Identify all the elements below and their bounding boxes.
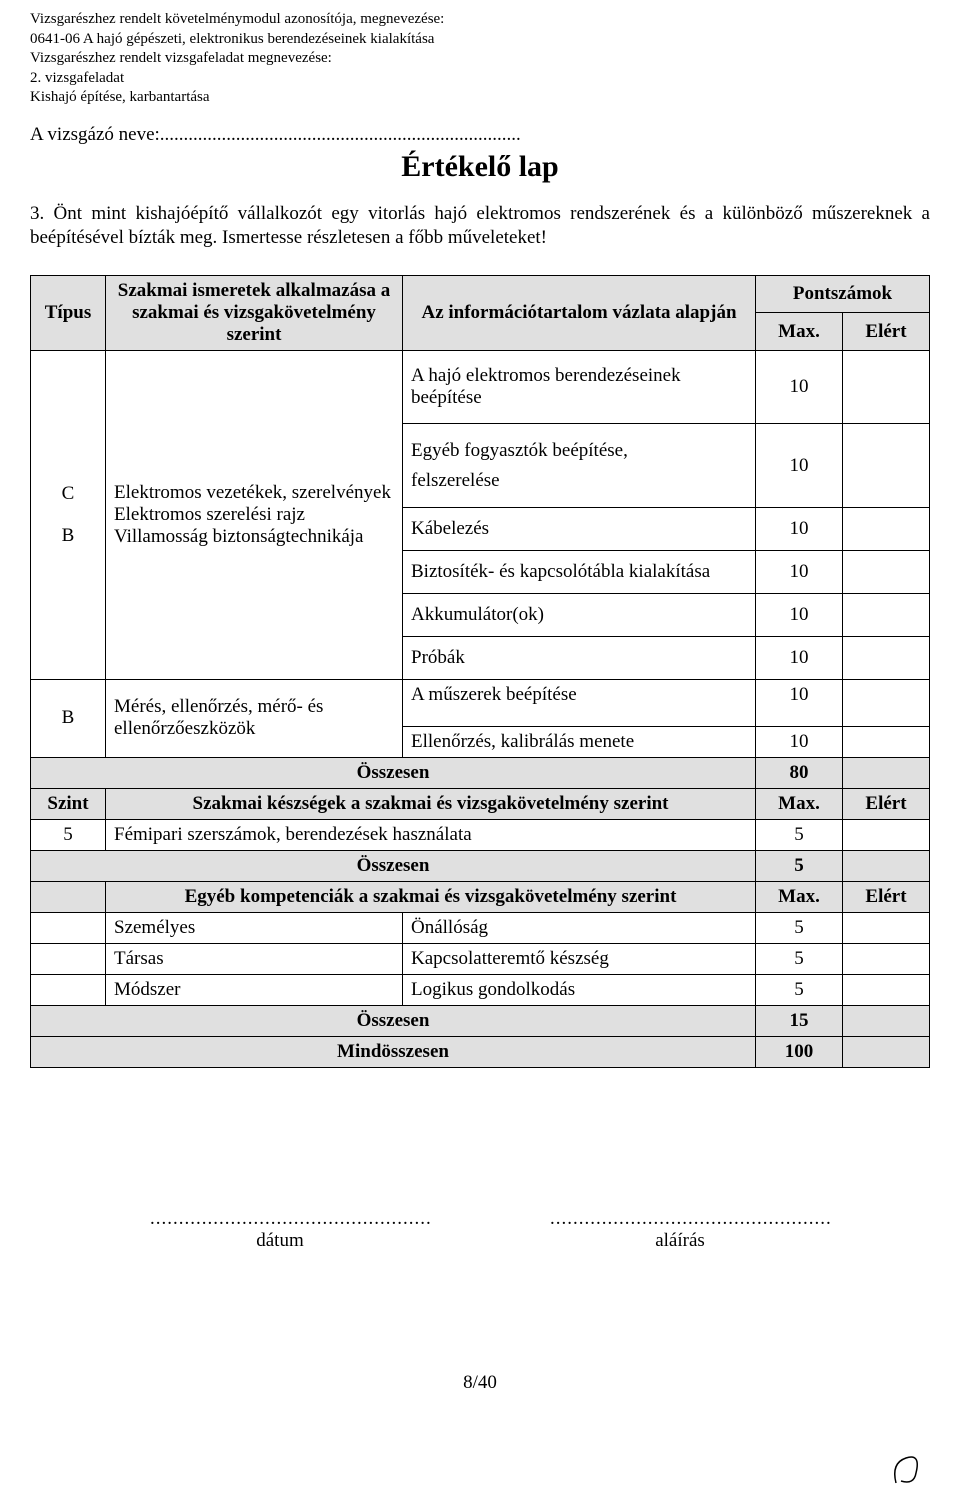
block1-left1: Elektromos vezetékek, szerelvények bbox=[114, 482, 394, 504]
sum3-label: Összesen bbox=[31, 1005, 756, 1036]
sign-label: aláírás bbox=[550, 1230, 810, 1252]
examinee-name-line: A vizsgázó neve:........................… bbox=[30, 124, 930, 146]
sum1-label: Összesen bbox=[31, 757, 756, 788]
block1-e5 bbox=[843, 594, 930, 637]
sign-dots: ........................................… bbox=[550, 1208, 810, 1230]
skill-label: Fémipari szerszámok, berendezések haszná… bbox=[106, 819, 756, 850]
other-label-hdr: Egyéb kompetenciák a szakmai és vizsgakö… bbox=[106, 881, 756, 912]
meta-line-5: Kishajó építése, karbantartása bbox=[30, 88, 930, 108]
other-max-hdr: Max. bbox=[756, 881, 843, 912]
other-r3m: 5 bbox=[756, 974, 843, 1005]
block2-r2: Ellenőrzés, kalibrálás menete bbox=[403, 726, 756, 757]
skill-max: 5 bbox=[756, 819, 843, 850]
block1-left: Elektromos vezetékek, szerelvények Elekt… bbox=[106, 350, 403, 679]
block1-e1 bbox=[843, 350, 930, 423]
other-r3e bbox=[843, 974, 930, 1005]
other-r2a: Társas bbox=[106, 943, 403, 974]
date-block: ........................................… bbox=[150, 1208, 410, 1252]
hdr-elert: Elért bbox=[843, 313, 930, 351]
meta-line-3: Vizsgarészhez rendelt vizsgafeladat megn… bbox=[30, 49, 930, 69]
other-r2e bbox=[843, 943, 930, 974]
block1-e6 bbox=[843, 636, 930, 679]
grand-val: 100 bbox=[756, 1036, 843, 1067]
hdr-max: Max. bbox=[756, 313, 843, 351]
sign-block: ........................................… bbox=[550, 1208, 810, 1252]
page-title: Értékelő lap bbox=[30, 150, 930, 184]
page-number: 8/40 bbox=[30, 1372, 930, 1394]
hdr-info: Az információtartalom vázlata alapján bbox=[403, 275, 756, 350]
block2-e1 bbox=[843, 679, 930, 726]
block1-left3: Villamosság biztonságtechnikája bbox=[114, 526, 394, 548]
evaluation-table: Típus Szakmai ismeretek alkalmazása a sz… bbox=[30, 275, 930, 1068]
meta-line-2: 0641-06 A hajó gépészeti, elektronikus b… bbox=[30, 30, 930, 50]
date-label: dátum bbox=[150, 1230, 410, 1252]
block1-r6: Próbák bbox=[403, 636, 756, 679]
block1-r2: Egyéb fogyasztók beépítése, felszerelése bbox=[403, 424, 756, 508]
grand-label: Mindösszesen bbox=[31, 1036, 756, 1067]
block1-m1: 10 bbox=[756, 350, 843, 423]
skills-szint-hdr: Szint bbox=[31, 788, 106, 819]
other-r3a: Módszer bbox=[106, 974, 403, 1005]
sum2-label: Összesen bbox=[31, 850, 756, 881]
block1-r5: Akkumulátor(ok) bbox=[403, 594, 756, 637]
block1-e2 bbox=[843, 424, 930, 508]
block1-m2: 10 bbox=[756, 424, 843, 508]
block1-r2a: Egyéb fogyasztók beépítése, bbox=[411, 440, 747, 462]
signature-row: ........................................… bbox=[30, 1208, 930, 1252]
block1-r3: Kábelezés bbox=[403, 508, 756, 551]
block1-m3: 10 bbox=[756, 508, 843, 551]
block1-m5: 10 bbox=[756, 594, 843, 637]
header-meta: Vizsgarészhez rendelt követelménymodul a… bbox=[30, 10, 930, 108]
other-r2m: 5 bbox=[756, 943, 843, 974]
block1-left2: Elektromos szerelési rajz bbox=[114, 504, 394, 526]
other-r1a: Személyes bbox=[106, 912, 403, 943]
block1-e3 bbox=[843, 508, 930, 551]
skills-max-hdr: Max. bbox=[756, 788, 843, 819]
type-c: C bbox=[31, 479, 105, 509]
hdr-szakmai: Szakmai ismeretek alkalmazása a szakmai … bbox=[106, 275, 403, 350]
block1-m6: 10 bbox=[756, 636, 843, 679]
type-b: B bbox=[31, 521, 105, 551]
hdr-pont: Pontszámok bbox=[756, 275, 930, 313]
skill-szint: 5 bbox=[31, 819, 106, 850]
block1-r4: Biztosíték- és kapcsolótábla kialakítása bbox=[403, 551, 756, 594]
other-r3b: Logikus gondolkodás bbox=[403, 974, 756, 1005]
block2-left: Mérés, ellenőrzés, mérő- és ellenőrzőesz… bbox=[106, 679, 403, 757]
hdr-tipus: Típus bbox=[31, 275, 106, 350]
other-r1-blank bbox=[31, 912, 106, 943]
skills-elert-hdr: Elért bbox=[843, 788, 930, 819]
intro-paragraph: 3. Önt mint kishajóépítő vállalkozót egy… bbox=[30, 202, 930, 251]
other-r2b: Kapcsolatteremtő készség bbox=[403, 943, 756, 974]
other-r2-blank bbox=[31, 943, 106, 974]
sum2-e bbox=[843, 850, 930, 881]
date-dots: ........................................… bbox=[150, 1208, 410, 1230]
block2-type: B bbox=[31, 679, 106, 757]
sum3-val: 15 bbox=[756, 1005, 843, 1036]
other-elert-hdr: Elért bbox=[843, 881, 930, 912]
block1-e4 bbox=[843, 551, 930, 594]
sum3-e bbox=[843, 1005, 930, 1036]
sum1-e bbox=[843, 757, 930, 788]
sum2-val: 5 bbox=[756, 850, 843, 881]
skills-label-hdr: Szakmai készségek a szakmai és vizsgaköv… bbox=[106, 788, 756, 819]
block2-r1: A műszerek beépítése bbox=[403, 679, 756, 726]
meta-line-4: 2. vizsgafeladat bbox=[30, 69, 930, 89]
other-empty-hdr bbox=[31, 881, 106, 912]
other-r3-blank bbox=[31, 974, 106, 1005]
skill-e bbox=[843, 819, 930, 850]
signature-scribble-icon bbox=[886, 1443, 936, 1493]
block1-r2b: felszerelése bbox=[411, 470, 747, 492]
block2-m1: 10 bbox=[756, 679, 843, 726]
block1-m4: 10 bbox=[756, 551, 843, 594]
block1-r1: A hajó elektromos berendezéseinek beépít… bbox=[403, 350, 756, 423]
sum1-val: 80 bbox=[756, 757, 843, 788]
other-r1e bbox=[843, 912, 930, 943]
block1-type-cell: C B bbox=[31, 350, 106, 679]
grand-e bbox=[843, 1036, 930, 1067]
other-r1b: Önállóság bbox=[403, 912, 756, 943]
other-r1m: 5 bbox=[756, 912, 843, 943]
block2-m2: 10 bbox=[756, 726, 843, 757]
meta-line-1: Vizsgarészhez rendelt követelménymodul a… bbox=[30, 10, 930, 30]
block2-e2 bbox=[843, 726, 930, 757]
